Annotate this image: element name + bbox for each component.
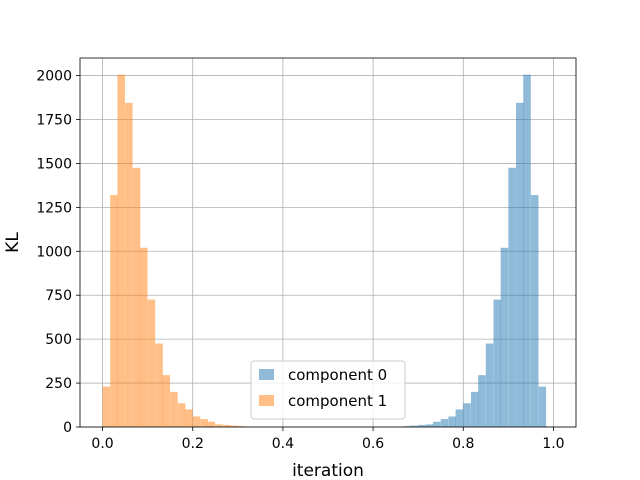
x-tick-label: 0.6: [362, 436, 384, 452]
y-tick-label: 750: [45, 288, 72, 304]
histogram-bar: [147, 299, 156, 427]
histogram-bar: [200, 419, 208, 427]
histogram-bar: [102, 386, 111, 427]
histogram-bar: [425, 424, 434, 427]
axes-frame: [79, 57, 577, 428]
histogram-bar: [418, 424, 426, 427]
y-axis-label: KL: [3, 232, 23, 253]
histogram-bar: [132, 167, 141, 428]
x-tick-label: 1.0: [542, 436, 564, 452]
histogram-bar: [538, 386, 547, 427]
histogram-bar: [185, 409, 193, 427]
histogram-bar: [177, 403, 186, 427]
histogram-bar: [493, 299, 502, 427]
histogram-bar: [508, 167, 516, 428]
histogram-bar: [500, 247, 509, 427]
legend-swatch: [259, 395, 274, 406]
histogram-bar: [410, 425, 419, 427]
histogram-bar: [117, 74, 125, 427]
series-0-bars: [403, 74, 547, 428]
x-tick-label: 0.0: [91, 436, 113, 452]
histogram-bar: [110, 195, 118, 427]
histogram-bar: [192, 416, 201, 427]
y-tick-label: 1750: [36, 113, 72, 129]
x-tick-label: 0.4: [272, 436, 294, 452]
y-tick-label: 250: [45, 376, 72, 392]
histogram-bar: [523, 74, 531, 427]
histogram-bar: [470, 391, 479, 427]
histogram-bar: [478, 375, 486, 427]
histogram-bar: [448, 416, 456, 427]
histogram-bar: [463, 403, 471, 427]
histogram-bar: [440, 419, 449, 427]
series-1-bars: [102, 74, 246, 428]
histogram-bar: [215, 424, 223, 427]
legend-box: [250, 360, 406, 420]
histogram-bar: [139, 247, 148, 427]
y-tick-label: 0: [63, 420, 72, 436]
histogram-bar: [516, 102, 524, 428]
histogram-bar: [403, 426, 411, 427]
histogram-bar: [162, 375, 171, 427]
y-tick-label: 500: [45, 332, 72, 348]
y-tick-label: 1250: [36, 200, 72, 216]
histogram-bar: [237, 426, 246, 427]
histogram-bar: [485, 343, 494, 427]
histogram-bar: [207, 421, 216, 427]
y-tick-label: 2000: [36, 69, 72, 85]
histogram-bar: [155, 343, 163, 427]
histogram-bar: [222, 424, 231, 427]
y-tick-label: 1000: [36, 244, 72, 260]
histogram-bar: [530, 195, 539, 427]
y-tick-label: 1500: [36, 156, 72, 172]
x-axis-label: iteration: [292, 461, 364, 480]
legend-label: component 0: [288, 366, 387, 384]
legend-label: component 1: [288, 392, 387, 410]
histogram-bar: [170, 391, 178, 427]
legend: component 0 component 1: [250, 360, 406, 420]
x-tick-label: 0.8: [452, 436, 474, 452]
x-tick-label: 0.2: [182, 436, 204, 452]
histogram-bar: [455, 409, 464, 427]
histogram-bar: [125, 102, 133, 428]
histogram-bar: [230, 425, 238, 427]
histogram-bar: [433, 421, 441, 427]
legend-swatch: [259, 369, 274, 380]
